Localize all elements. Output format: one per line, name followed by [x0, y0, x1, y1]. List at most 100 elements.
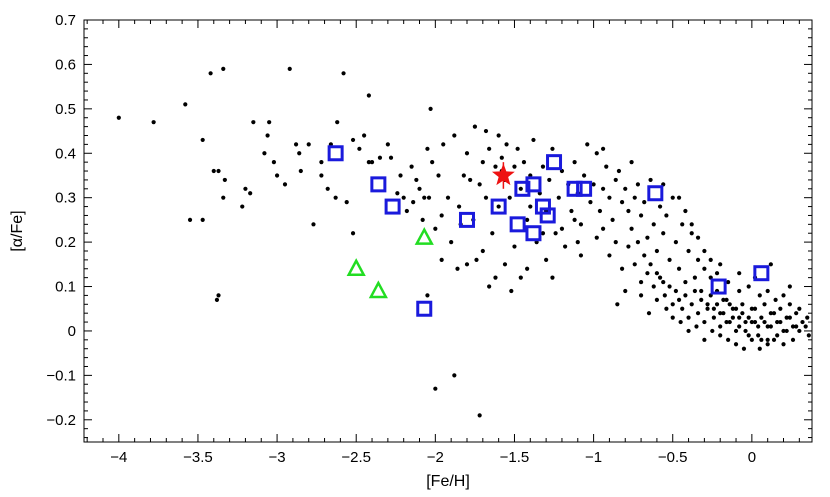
- dot-point: [319, 173, 324, 178]
- dot-point: [768, 311, 773, 316]
- dot-point: [718, 324, 723, 329]
- dot-point: [710, 328, 715, 334]
- y-tick-label: 0.1: [55, 279, 76, 296]
- dot-point: [445, 195, 451, 200]
- dot-point: [441, 142, 446, 147]
- dot-point: [662, 293, 667, 298]
- dot-point: [632, 195, 637, 200]
- data-points: [116, 66, 811, 418]
- dot-point: [737, 271, 742, 276]
- dot-point: [654, 248, 660, 254]
- dot-point: [686, 328, 691, 334]
- dot-point: [683, 208, 688, 214]
- dot-point: [559, 226, 565, 231]
- dot-point: [487, 146, 492, 151]
- dot-point: [794, 311, 799, 316]
- dot-point: [714, 302, 720, 307]
- dot-point: [271, 160, 277, 165]
- dot-point: [661, 231, 666, 236]
- y-tick-label: 0.5: [55, 101, 76, 118]
- dot-point: [664, 306, 669, 311]
- dot-point: [116, 115, 121, 120]
- dot-point: [468, 177, 473, 183]
- square-point: [566, 180, 583, 197]
- dot-point: [525, 217, 530, 222]
- dot-point: [724, 319, 729, 325]
- x-tick-label: −1.5: [500, 449, 530, 466]
- dot-point: [721, 311, 726, 316]
- dot-point: [752, 319, 758, 325]
- dot-point: [274, 173, 280, 178]
- dot-point: [749, 319, 754, 325]
- dot-point: [344, 200, 349, 205]
- square-point: [710, 278, 727, 295]
- dot-point: [670, 195, 675, 200]
- dot-point: [216, 168, 221, 174]
- dot-point: [775, 319, 780, 325]
- dot-point: [635, 182, 641, 187]
- dot-point: [335, 120, 340, 125]
- dot-point: [689, 302, 694, 307]
- dot-point: [787, 302, 792, 307]
- dot-point: [422, 195, 427, 200]
- dot-point: [699, 288, 704, 294]
- x-tick-label: −2.5: [341, 449, 371, 466]
- dot-point: [477, 182, 482, 187]
- dot-point: [695, 235, 701, 240]
- dot-point: [464, 262, 470, 267]
- dot-point: [483, 128, 489, 134]
- dot-point: [221, 195, 226, 200]
- dot-point: [411, 200, 416, 205]
- dot-point: [607, 195, 612, 200]
- dot-point: [496, 133, 501, 138]
- square-point: [514, 180, 531, 197]
- dot-point: [694, 324, 699, 329]
- dot-point: [319, 160, 324, 165]
- dot-point: [262, 151, 267, 156]
- dot-point: [683, 279, 688, 285]
- dot-point: [676, 266, 682, 271]
- dot-point: [556, 195, 561, 200]
- dot-point: [680, 222, 685, 227]
- dot-point: [563, 244, 568, 249]
- dot-point: [214, 297, 220, 302]
- dot-point: [695, 311, 701, 316]
- dot-point: [790, 337, 796, 342]
- dot-point: [350, 231, 356, 236]
- dot-point: [588, 200, 593, 205]
- dot-point: [648, 262, 653, 267]
- y-tick-label: 0: [68, 323, 76, 340]
- dot-point: [493, 275, 498, 280]
- x-tick-label: −1: [585, 449, 602, 466]
- dot-point: [426, 195, 432, 200]
- dot-point: [512, 244, 517, 249]
- square-point: [525, 225, 542, 242]
- dot-point: [718, 311, 723, 316]
- dot-point: [428, 106, 433, 111]
- dot-point: [759, 337, 764, 342]
- dot-point: [398, 173, 403, 178]
- dot-point: [430, 160, 435, 165]
- dot-point: [221, 66, 226, 71]
- dot-point: [657, 275, 663, 280]
- dot-point: [797, 306, 802, 311]
- dot-point: [626, 244, 631, 249]
- dot-point: [600, 186, 606, 191]
- dot-point: [251, 120, 256, 125]
- dot-point: [784, 315, 789, 320]
- square-point: [370, 176, 387, 193]
- square-point: [416, 300, 433, 317]
- dot-point: [502, 262, 508, 267]
- dot-point: [600, 226, 606, 231]
- dot-point: [553, 231, 558, 236]
- dot-point: [248, 191, 253, 196]
- dot-point: [550, 275, 555, 280]
- dot-point: [267, 120, 272, 125]
- dot-point: [456, 204, 462, 209]
- dot-point: [787, 315, 792, 320]
- dot-point: [594, 235, 599, 240]
- dot-point: [439, 257, 444, 262]
- dot-point: [638, 213, 644, 218]
- dot-point: [572, 217, 577, 222]
